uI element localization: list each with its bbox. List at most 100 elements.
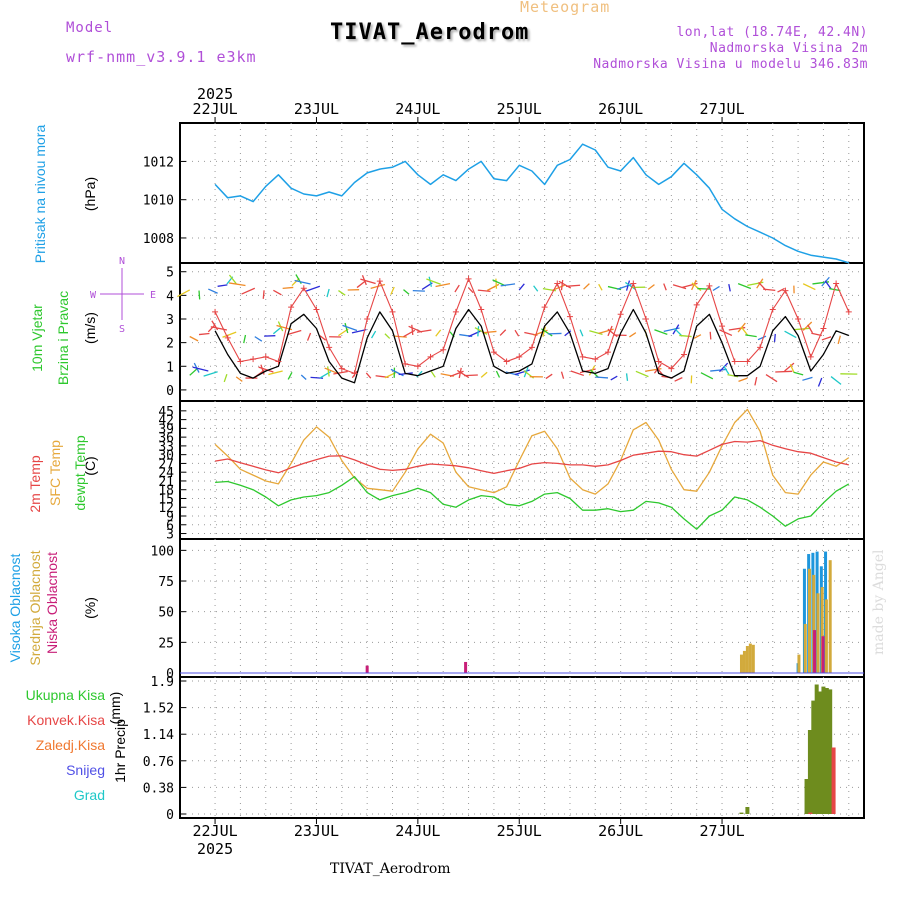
- y-tick-label: 1.14: [143, 728, 174, 743]
- wind-arrow: [454, 284, 460, 293]
- wind-arrow: [198, 290, 201, 300]
- day-label-bottom: 27JUL: [699, 822, 744, 840]
- y-tick-label: 33: [158, 440, 174, 455]
- wind-arrow: [595, 376, 609, 379]
- cloud-mid-bar: [745, 646, 749, 673]
- wind-arrow: [384, 333, 391, 339]
- wind-arrow: [477, 326, 480, 337]
- cloud-low-bar: [813, 630, 817, 673]
- wind-arrow: [300, 374, 307, 380]
- wind-arrow: [738, 377, 748, 383]
- temp-2m-line: [214, 439, 849, 475]
- precip-total-bar: [818, 691, 823, 814]
- wind-arrow: [647, 284, 655, 290]
- wind-arrow: [480, 371, 488, 378]
- wind-gust-marker: [554, 280, 561, 287]
- wind-arrow: [235, 376, 243, 382]
- wind-arrow: [784, 330, 797, 339]
- wind-arrow: [254, 336, 263, 342]
- wind-arrow: [306, 332, 312, 341]
- wind-arrow: [679, 334, 692, 338]
- wind-arrow: [294, 279, 311, 285]
- sfc-temp-line: [214, 408, 850, 495]
- wind-arrow: [754, 377, 758, 386]
- wind-arrow: [241, 287, 256, 295]
- wind-arrow: [625, 280, 631, 291]
- day-label-top: 26JUL: [598, 100, 643, 118]
- compass-e: E: [150, 290, 156, 301]
- wind-arrow: [482, 330, 497, 334]
- y-tick-label: 42: [158, 414, 174, 429]
- wind-arrow: [728, 283, 731, 292]
- meteogram-label: Meteogram: [520, 0, 611, 16]
- y-tick-label: 12: [158, 501, 174, 516]
- wind-arrow: [793, 327, 811, 331]
- wind-arrow: [723, 365, 730, 375]
- wind-arrow: [745, 334, 757, 338]
- wind-arrow: [344, 322, 349, 334]
- cloud-mid-bar: [812, 574, 816, 673]
- wind-gust-marker: [516, 353, 523, 360]
- wind-arrow: [208, 288, 218, 294]
- wind-arrow: [570, 370, 585, 377]
- wind-gust-marker: [364, 316, 371, 322]
- wind-gust-marker: [313, 306, 320, 313]
- cloud-mid-bar: [824, 599, 828, 673]
- y-tick-label: 1.52: [143, 702, 174, 717]
- wind-arrow: [514, 329, 520, 337]
- cloud-mid-bar: [739, 654, 743, 673]
- y-tick-label: 0: [166, 808, 174, 823]
- y-tick-label: 5: [166, 266, 174, 281]
- wind-arrow: [518, 283, 525, 291]
- wind-arrow: [273, 289, 282, 296]
- panel-frame: [179, 538, 865, 678]
- precip-total-bar: [811, 700, 816, 814]
- day-label-top: 23JUL: [294, 100, 339, 118]
- wind-gust-marker: [338, 365, 345, 372]
- wind-arrow: [672, 284, 687, 290]
- y-tick-label: 100: [151, 544, 174, 559]
- wind-arrow: [272, 326, 283, 335]
- wind-gust-marker: [681, 351, 688, 358]
- wind-arrow: [333, 370, 348, 375]
- legend-hail: Grad: [73, 787, 105, 803]
- y-tick-label: 21: [158, 475, 174, 490]
- wind-speed-line: [214, 308, 850, 384]
- wind-gust-marker: [465, 275, 472, 282]
- wind-arrow: [435, 329, 442, 337]
- wind-arrow: [719, 329, 733, 337]
- y-tick-label: 3: [166, 313, 174, 328]
- wind-gust-marker: [250, 356, 257, 363]
- wind-arrow: [625, 373, 629, 381]
- wind-gust-marker: [427, 353, 434, 360]
- wind-gust-marker: [731, 358, 738, 365]
- wind-arrow: [802, 283, 816, 291]
- precip-conv-bar: [808, 812, 813, 814]
- panel-frame: [179, 400, 865, 540]
- lonlat-info: lon,lat (18.74E, 42.4N): [676, 25, 868, 40]
- day-label-bottom: 23JUL: [294, 822, 339, 840]
- wind-arrow: [560, 371, 565, 379]
- wind-arrow: [217, 284, 228, 287]
- wind-arrow: [228, 282, 246, 287]
- wind-arrow: [817, 377, 823, 387]
- day-label-top: 24JUL: [395, 100, 440, 118]
- cloud-mid-bar: [742, 650, 746, 673]
- cloud-mid-bar: [751, 644, 755, 673]
- y-tick-label: 75: [158, 575, 174, 590]
- wind-arrow: [712, 285, 720, 292]
- wind-arrow: [449, 370, 464, 378]
- y-tick-label: 0: [166, 667, 174, 682]
- station-title: TIVAT_Aerodrom: [330, 20, 530, 45]
- wind-arrow: [802, 376, 813, 381]
- year-label-top: 2025: [197, 85, 233, 103]
- wind-arrow: [351, 329, 367, 334]
- wind-arrow: [198, 332, 210, 336]
- wind-arrow: [625, 281, 637, 291]
- wind-gust-marker: [237, 358, 244, 365]
- wind-arrow: [727, 374, 739, 378]
- wind-arrow: [243, 334, 247, 344]
- y-tick-label: 4: [166, 289, 174, 304]
- wind-arrow: [390, 286, 395, 295]
